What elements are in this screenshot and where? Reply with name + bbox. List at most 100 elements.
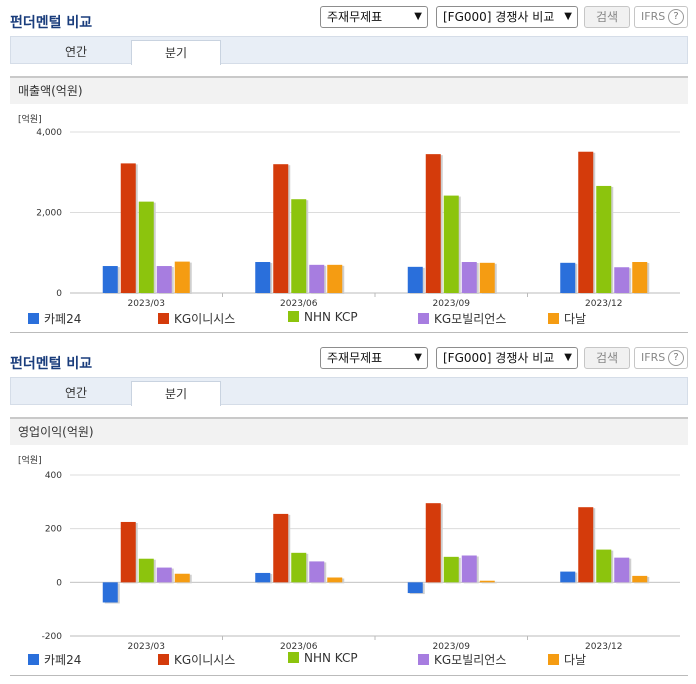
peer-select[interactable]: [FG000] 경쟁사 비교 ▼ <box>436 347 578 369</box>
tab-quarterly[interactable]: 분기 <box>131 40 221 65</box>
operating-profit-chart: [억원] -200 0 200 400 2023/03 2023/06 2023/09 2023… <box>18 454 680 652</box>
legend-item[interactable]: NHN KCP <box>288 310 358 324</box>
statement-select[interactable]: 주재무제표 ▼ <box>320 347 428 369</box>
y-tick-label: 2,000 <box>36 209 62 219</box>
y-tick-label: 400 <box>45 471 62 481</box>
panel-title: 펀더멘털 비교 <box>10 15 93 31</box>
bar <box>596 185 612 293</box>
bar <box>461 262 477 293</box>
bar <box>425 503 441 583</box>
period-tabs: 연간 분기 <box>10 36 688 65</box>
legend-label: 다날 <box>564 653 587 667</box>
bar <box>407 266 423 293</box>
revenue-chart: [억원] 0 2,000 4,000 2023/03 2023/06 2023/09 2023… <box>18 113 680 309</box>
legend-item[interactable]: KG모빌리언스 <box>418 651 506 668</box>
bar <box>560 262 576 293</box>
bar <box>102 582 118 603</box>
bar <box>632 575 648 583</box>
legend-item[interactable]: KG모빌리언스 <box>418 310 506 327</box>
bar <box>443 556 459 583</box>
peer-select-value: [FG000] 경쟁사 비교 <box>443 10 555 24</box>
legend-item[interactable]: 다날 <box>548 310 586 327</box>
bar <box>425 154 441 293</box>
legend-item[interactable]: 카페24 <box>28 651 81 668</box>
legend-label: 카페24 <box>44 653 82 667</box>
legend-label: 다날 <box>564 312 587 326</box>
help-icon[interactable]: ? <box>668 350 684 366</box>
legend-label: NHN KCP <box>304 310 358 324</box>
y-tick-label: 0 <box>56 289 62 299</box>
bar <box>291 552 307 583</box>
unit-label: [억원] <box>18 454 42 466</box>
chevron-down-icon: ▼ <box>414 352 422 363</box>
ifrs-label: IFRS <box>641 351 666 364</box>
bar <box>407 582 423 594</box>
legend-item[interactable]: 카페24 <box>28 310 81 327</box>
legend-swatch <box>28 654 39 665</box>
panel-title: 펀더멘털 비교 <box>10 356 93 372</box>
x-tick-label: 2023/03 <box>128 642 165 652</box>
x-tick-label: 2023/12 <box>585 299 622 309</box>
legend-item[interactable]: KG이니시스 <box>158 651 235 668</box>
legend-label: KG이니시스 <box>174 653 236 667</box>
legend-swatch <box>158 654 169 665</box>
peer-select-value: [FG000] 경쟁사 비교 <box>443 351 555 365</box>
bar <box>479 262 495 293</box>
legend-swatch <box>548 654 559 665</box>
statement-select-value: 주재무제표 <box>327 351 383 365</box>
bar <box>560 571 576 583</box>
section-title: 매출액(억원) <box>10 76 688 104</box>
bar <box>102 266 118 293</box>
x-tick-label: 2023/06 <box>280 642 318 652</box>
legend-label: KG모빌리언스 <box>434 312 507 326</box>
bar <box>120 163 136 293</box>
bar <box>479 580 495 583</box>
bar <box>255 572 271 583</box>
panel-divider <box>10 675 688 676</box>
legend-item[interactable]: KG이니시스 <box>158 310 235 327</box>
legend-swatch <box>418 654 429 665</box>
chevron-down-icon: ▼ <box>564 352 572 363</box>
ifrs-button[interactable]: IFRS ? <box>634 347 688 369</box>
bar <box>174 573 190 583</box>
legend-swatch <box>28 313 39 324</box>
legend-swatch <box>548 313 559 324</box>
legend-swatch <box>158 313 169 324</box>
x-tick-label: 2023/03 <box>128 299 165 309</box>
peer-select[interactable]: [FG000] 경쟁사 비교 ▼ <box>436 6 578 28</box>
statement-select-value: 주재무제표 <box>327 10 383 24</box>
ifrs-button[interactable]: IFRS ? <box>634 6 688 28</box>
tab-quarterly[interactable]: 분기 <box>131 381 221 406</box>
x-tick-label: 2023/09 <box>433 299 471 309</box>
bar <box>327 577 343 583</box>
bar <box>614 557 630 583</box>
panel-divider <box>10 332 688 333</box>
search-button[interactable]: 검색 <box>584 6 630 28</box>
legend-item[interactable]: 다날 <box>548 651 586 668</box>
unit-label: [억원] <box>18 113 42 125</box>
tab-annual[interactable]: 연간 <box>64 45 88 59</box>
x-tick-label: 2023/06 <box>280 299 318 309</box>
tab-annual[interactable]: 연간 <box>64 386 88 400</box>
section-title: 영업이익(억원) <box>10 417 688 445</box>
bar <box>309 561 325 583</box>
chevron-down-icon: ▼ <box>564 11 572 22</box>
bar <box>291 199 307 293</box>
help-icon[interactable]: ? <box>668 9 684 25</box>
y-tick-label: 0 <box>56 578 62 588</box>
legend-item[interactable]: NHN KCP <box>288 651 358 665</box>
bar <box>614 267 630 293</box>
period-tabs: 연간 분기 <box>10 377 688 406</box>
bar <box>578 151 594 293</box>
bar <box>273 513 289 583</box>
legend-label: 카페24 <box>44 312 82 326</box>
search-button[interactable]: 검색 <box>584 347 630 369</box>
bar <box>443 195 459 293</box>
ifrs-label: IFRS <box>641 10 666 23</box>
legend-swatch <box>288 652 299 663</box>
y-tick-label: 4,000 <box>36 128 62 138</box>
bar <box>461 555 477 583</box>
legend-swatch <box>288 311 299 322</box>
bar <box>632 262 648 293</box>
statement-select[interactable]: 주재무제표 ▼ <box>320 6 428 28</box>
